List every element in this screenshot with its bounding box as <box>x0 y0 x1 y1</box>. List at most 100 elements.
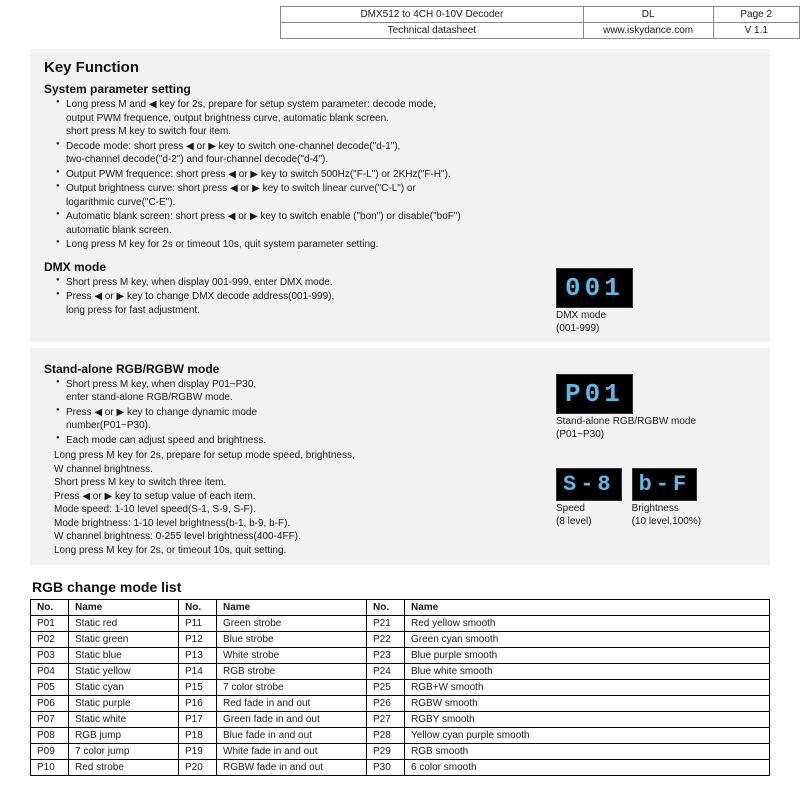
rgbw-s3: Short press M key to switch three item. <box>44 476 536 490</box>
cell-no: P29 <box>367 744 405 760</box>
cell-no: P23 <box>367 648 405 664</box>
sys-b2a: Decode mode: short press ◀ or ▶ key to s… <box>66 141 400 152</box>
cell-name: Green cyan smooth <box>405 632 770 648</box>
mode-table-title: RGB change mode list <box>32 579 800 595</box>
dmx-cap1: DMX mode <box>556 310 756 321</box>
rgbw-b2a: Press ◀ or ▶ key to change dynamic mode <box>66 407 257 418</box>
sys-b1a: Long press M and ◀ key for 2s, prepare f… <box>66 99 436 110</box>
cell-name: Static white <box>69 712 179 728</box>
cell-no: P21 <box>367 616 405 632</box>
cell-no: P03 <box>31 648 69 664</box>
rgbw-s1: Long press M key for 2s, prepare for set… <box>44 449 536 463</box>
cell-name: Blue purple smooth <box>405 648 770 664</box>
dmx-mode-title: DMX mode <box>44 260 536 274</box>
cell-name: RGBW smooth <box>405 696 770 712</box>
cell-no: P11 <box>179 616 217 632</box>
cell-no: P24 <box>367 664 405 680</box>
cell-no: P25 <box>367 680 405 696</box>
dmx-list: Short press M key, when display 001-999,… <box>44 276 536 318</box>
rgbw-list: Short press M key, when display P01~P30,… <box>44 378 536 448</box>
sys-b4a: Output brightness curve: short press ◀ o… <box>66 183 416 194</box>
table-row: P03Static blueP13White strobeP23Blue pur… <box>31 648 770 664</box>
rgbw-b1a: Short press M key, when display P01~P30, <box>66 379 256 390</box>
hdr-doc: Technical datasheet <box>281 23 584 39</box>
cell-no: P04 <box>31 664 69 680</box>
rgbw-b2b: number(P01~P30). <box>66 420 151 431</box>
cell-name: RGB smooth <box>405 744 770 760</box>
cell-name: Yellow cyan purple smooth <box>405 728 770 744</box>
dmx-b2a: Press ◀ or ▶ key to change DMX decode ad… <box>66 291 334 302</box>
rgbw-s7: W channel brightness: 0-255 level bright… <box>44 530 536 544</box>
cell-name: Static red <box>69 616 179 632</box>
rgbw-section: Stand-alone RGB/RGBW mode Short press M … <box>30 348 770 566</box>
sys-b2b: two-channel decode("d-2") and four-chann… <box>66 154 328 165</box>
cell-no: P02 <box>31 632 69 648</box>
cell-no: P05 <box>31 680 69 696</box>
sys-b5a: Automatic blank screen: short press ◀ or… <box>66 211 461 222</box>
dmx-b2b: long press for fast adjustment. <box>66 305 200 316</box>
cell-name: Red strobe <box>69 760 179 776</box>
mode-table: No. Name No. Name No. Name P01Static red… <box>30 599 770 776</box>
rgbw-cap-s1: Speed <box>556 503 622 514</box>
cell-no: P08 <box>31 728 69 744</box>
rgbw-display-col: P01 Stand-alone RGB/RGBW mode (P01~P30) … <box>556 356 756 558</box>
rgbw-s5: Mode speed: 1-10 level speed(S-1, S-9, S… <box>44 503 536 517</box>
cell-name: 7 color jump <box>69 744 179 760</box>
hdr-ver: V 1.1 <box>713 23 800 39</box>
dmx-led: 001 <box>556 268 633 308</box>
rgbw-s4: Press ◀ or ▶ key to setup value of each … <box>44 490 536 504</box>
table-row: P04Static yellowP14RGB strobeP24Blue whi… <box>31 664 770 680</box>
rgbw-cap-b2: (10 level,100%) <box>632 516 701 527</box>
rgbw-b1b: enter stand-alone RGB/RGBW mode. <box>66 392 233 403</box>
sys-param-title: System parameter setting <box>44 82 756 96</box>
th-no-2: No. <box>179 600 217 616</box>
table-row: P097 color jumpP19White fade in and outP… <box>31 744 770 760</box>
rgbw-title: Stand-alone RGB/RGBW mode <box>44 362 536 376</box>
sys-param-list: Long press M and ◀ key for 2s, prepare f… <box>44 98 756 252</box>
cell-name: RGB+W smooth <box>405 680 770 696</box>
cell-no: P06 <box>31 696 69 712</box>
cell-no: P28 <box>367 728 405 744</box>
cell-name: RGB jump <box>69 728 179 744</box>
rgbw-cap-s2: (8 level) <box>556 516 622 527</box>
sys-b1b: output PWM frequence, output brightness … <box>66 113 389 124</box>
cell-no: P27 <box>367 712 405 728</box>
cell-name: RGB strobe <box>217 664 367 680</box>
rgbw-s2: W channel brightness. <box>44 463 536 477</box>
table-row: P01Static redP11Green strobeP21Red yello… <box>31 616 770 632</box>
cell-no: P10 <box>31 760 69 776</box>
cell-no: P13 <box>179 648 217 664</box>
brightness-display: b-F Brightness (10 level,100%) <box>632 468 701 527</box>
cell-name: Blue white smooth <box>405 664 770 680</box>
table-row: P02Static greenP12Blue strobeP22Green cy… <box>31 632 770 648</box>
table-row: P07Static whiteP17Green fade in and outP… <box>31 712 770 728</box>
doc-header-table: DMX512 to 4CH 0-10V Decoder DL Page 2 Te… <box>280 6 800 39</box>
th-name-3: Name <box>405 600 770 616</box>
cell-no: P18 <box>179 728 217 744</box>
rgbw-led-p: P01 <box>556 374 633 414</box>
table-row: P10Red strobeP20RGBW fade in and outP306… <box>31 760 770 776</box>
sys-b4b: logarithmic curve("C-E"). <box>66 197 175 208</box>
dmx-cap2: (001-999) <box>556 323 756 334</box>
cell-name: Blue fade in and out <box>217 728 367 744</box>
cell-no: P20 <box>179 760 217 776</box>
cell-name: 7 color strobe <box>217 680 367 696</box>
hdr-site: www.iskydance.com <box>583 23 713 39</box>
key-function-title: Key Function <box>44 59 756 76</box>
cell-name: Static cyan <box>69 680 179 696</box>
table-row: P05Static cyanP157 color strobeP25RGB+W … <box>31 680 770 696</box>
rgbw-s6: Mode brightness: 1-10 level brightness(b… <box>44 517 536 531</box>
hdr-page: Page 2 <box>713 7 800 23</box>
th-no-3: No. <box>367 600 405 616</box>
th-name-2: Name <box>217 600 367 616</box>
hdr-product: DMX512 to 4CH 0-10V Decoder <box>281 7 584 23</box>
rgbw-led-b: b-F <box>632 468 698 501</box>
cell-no: P09 <box>31 744 69 760</box>
dmx-b1: Short press M key, when display 001-999,… <box>56 276 536 290</box>
cell-name: Green fade in and out <box>217 712 367 728</box>
cell-no: P22 <box>367 632 405 648</box>
cell-name: Red fade in and out <box>217 696 367 712</box>
hdr-dl: DL <box>583 7 713 23</box>
cell-no: P14 <box>179 664 217 680</box>
cell-no: P07 <box>31 712 69 728</box>
